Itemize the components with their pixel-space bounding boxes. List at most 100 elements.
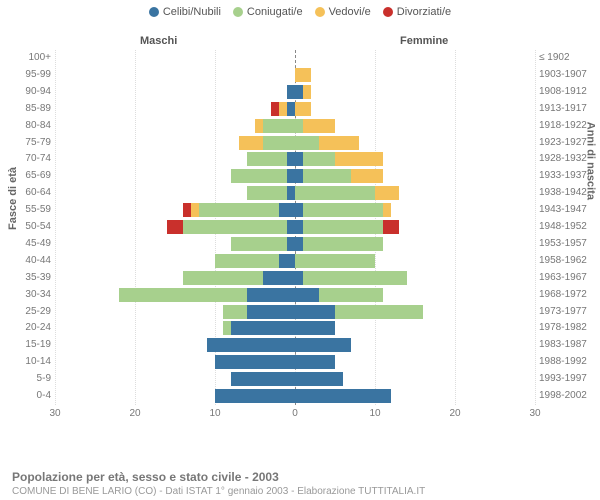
year-label: 1953-1957 [539, 238, 591, 249]
bar-segment [295, 68, 311, 82]
bar-segment [383, 220, 399, 234]
bar-segment [231, 372, 295, 386]
bar-segment [223, 305, 247, 319]
bar-segment [287, 152, 295, 166]
year-label: 1938-1942 [539, 187, 591, 198]
year-label: 1983-1987 [539, 339, 591, 350]
bar-segment [375, 186, 399, 200]
x-tick: 30 [529, 408, 540, 419]
bar-segment [295, 271, 303, 285]
year-label: 1908-1912 [539, 86, 591, 97]
pyramid-row: 75-791923-1927 [55, 135, 535, 151]
bar-segment [247, 288, 295, 302]
legend-label: Divorziati/e [397, 6, 451, 18]
bar-male [231, 372, 295, 386]
bar-male [167, 220, 295, 234]
bar-segment [207, 338, 295, 352]
bar-segment [247, 186, 287, 200]
chart-area: 3020100102030100+≤ 190295-991903-190790-… [55, 30, 535, 430]
age-label: 85-89 [13, 103, 51, 114]
x-tick: 20 [129, 408, 140, 419]
bar-male [231, 169, 295, 183]
bar-segment [295, 119, 303, 133]
bar-segment [303, 85, 311, 99]
bar-segment [231, 237, 287, 251]
age-label: 35-39 [13, 272, 51, 283]
age-label: 100+ [13, 52, 51, 63]
bar-male [207, 338, 295, 352]
age-label: 15-19 [13, 339, 51, 350]
bar-female [295, 136, 359, 150]
bar-segment [295, 237, 303, 251]
pyramid-row: 60-641938-1942 [55, 185, 535, 201]
year-label: 1948-1952 [539, 221, 591, 232]
bar-segment [215, 254, 279, 268]
x-tick: 10 [209, 408, 220, 419]
bar-segment [295, 305, 335, 319]
legend-label: Vedovi/e [329, 6, 371, 18]
age-label: 55-59 [13, 204, 51, 215]
legend-swatch [383, 7, 393, 17]
bar-segment [303, 220, 383, 234]
bar-segment [263, 136, 295, 150]
bar-female [295, 169, 383, 183]
bar-segment [295, 389, 391, 403]
pyramid-row: 50-541948-1952 [55, 219, 535, 235]
bar-segment [335, 152, 383, 166]
bar-segment [191, 203, 199, 217]
pyramid-row: 70-741928-1932 [55, 151, 535, 167]
bar-segment [231, 321, 295, 335]
x-tick: 0 [292, 408, 298, 419]
year-label: 1943-1947 [539, 204, 591, 215]
pyramid-row: 15-191983-1987 [55, 337, 535, 353]
year-label: 1968-1972 [539, 289, 591, 300]
bar-segment [295, 338, 351, 352]
pyramid-row: 40-441958-1962 [55, 253, 535, 269]
bar-female [295, 203, 391, 217]
bar-male [183, 271, 295, 285]
pyramid-row: 5-91993-1997 [55, 371, 535, 387]
bar-male [239, 136, 295, 150]
bar-segment [279, 203, 295, 217]
year-label: 1928-1932 [539, 153, 591, 164]
bar-male [247, 152, 295, 166]
year-label: 1903-1907 [539, 69, 591, 80]
bar-female [295, 68, 311, 82]
age-label: 5-9 [13, 373, 51, 384]
year-label: 1913-1917 [539, 103, 591, 114]
bar-female [295, 389, 391, 403]
pyramid-row: 80-841918-1922 [55, 118, 535, 134]
bar-male [247, 186, 295, 200]
pyramid-row: 85-891913-1917 [55, 101, 535, 117]
bar-male [223, 305, 295, 319]
bar-male [271, 102, 295, 116]
year-label: ≤ 1902 [539, 52, 591, 63]
legend: Celibi/NubiliConiugati/eVedovi/eDivorzia… [0, 0, 600, 20]
bar-female [295, 119, 335, 133]
pyramid-row: 100+≤ 1902 [55, 50, 535, 66]
bar-segment [223, 321, 231, 335]
bar-segment [319, 136, 359, 150]
year-label: 1973-1977 [539, 306, 591, 317]
bar-segment [199, 203, 279, 217]
bar-segment [303, 152, 335, 166]
chart-title: Popolazione per età, sesso e stato civil… [12, 470, 279, 484]
bar-segment [287, 102, 295, 116]
bar-female [295, 305, 423, 319]
bar-segment [287, 220, 295, 234]
age-label: 0-4 [13, 390, 51, 401]
age-label: 10-14 [13, 356, 51, 367]
bar-segment [295, 136, 319, 150]
chart-subtitle: COMUNE DI BENE LARIO (CO) - Dati ISTAT 1… [12, 486, 425, 497]
bar-segment [295, 220, 303, 234]
year-label: 1963-1967 [539, 272, 591, 283]
legend-item: Coniugati/e [233, 6, 303, 18]
bar-segment [295, 102, 311, 116]
age-label: 50-54 [13, 221, 51, 232]
age-label: 40-44 [13, 255, 51, 266]
bar-segment [295, 169, 303, 183]
bar-segment [295, 186, 375, 200]
bar-female [295, 355, 335, 369]
bar-segment [279, 102, 287, 116]
bar-male [215, 254, 295, 268]
